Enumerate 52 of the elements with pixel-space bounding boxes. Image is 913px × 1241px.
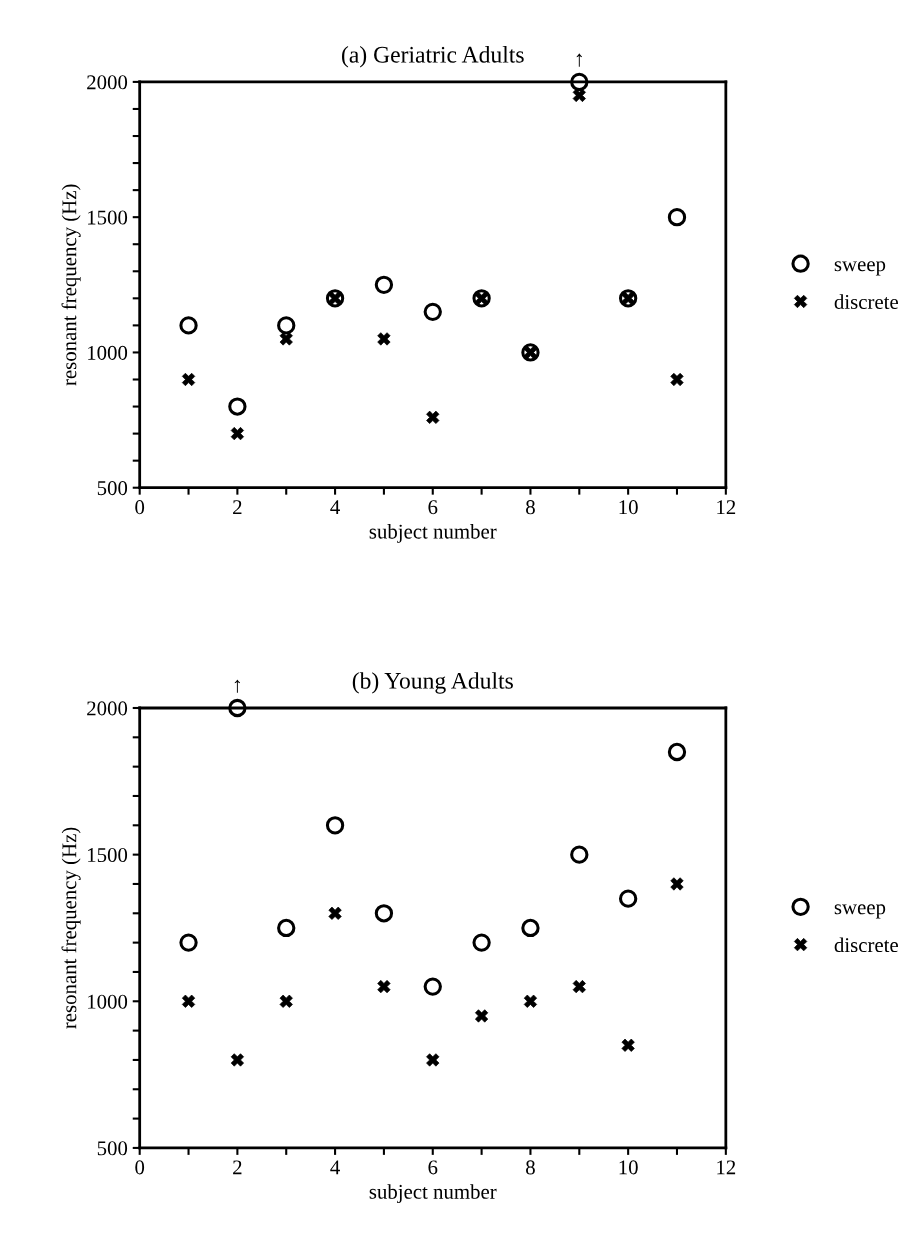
point [179,933,198,952]
y-tick-label: 2000 [87,75,128,90]
point [618,889,638,908]
x-tick-label: 4 [330,1160,340,1175]
x-tick-label: 10 [619,1160,638,1175]
x-axis-title: subject number [369,523,497,543]
x-tick-label: 6 [428,1160,438,1175]
point [374,275,394,294]
point [570,72,589,92]
point [570,845,589,864]
y-tick-label: 1500 [88,848,128,863]
x-tick-label: 12 [717,1160,736,1175]
y-tick-label: 2000 [87,701,128,716]
x-tick-label: 8 [526,500,535,515]
point [228,698,247,718]
legend-label: sweep [834,261,886,276]
point [374,904,394,923]
y-axis-title: resonant frequency (Hz) [61,827,81,1029]
legend-label: discrete [834,294,898,309]
point [277,316,296,335]
point [667,742,687,762]
point [228,397,247,416]
x-tick-label: 6 [428,500,438,515]
point [277,918,296,938]
x-tick-label: 12 [717,500,736,514]
point [179,316,198,335]
point [472,933,491,952]
point [667,208,687,227]
y-tick-label: 1000 [88,345,128,360]
x-tick-label: 10 [619,500,638,515]
point [325,816,345,835]
legend-label: sweep [834,904,886,919]
point [423,302,442,322]
y-tick-label: 1000 [88,994,128,1009]
annotation: ↑ [576,53,582,67]
y-tick-label: 500 [97,1141,128,1156]
point [521,918,540,938]
x-tick-label: 2 [233,500,242,514]
x-axis-title: subject number [369,1184,497,1204]
legend-label: discrete [834,937,898,953]
point [423,977,442,996]
x-tick-label: 8 [526,1160,535,1175]
x-tick-label: 4 [330,500,340,514]
chart-title: (a) Geriatric Adults [342,46,524,68]
x-tick-label: 2 [233,1160,242,1175]
annotation: ↑ [234,679,240,693]
y-axis-title: resonant frequency (Hz) [61,184,81,386]
x-tick-label: 0 [135,1160,145,1175]
x-tick-label: 0 [135,500,145,515]
chart-title: (b) Young Adults [352,672,513,694]
y-tick-label: 1500 [88,210,128,225]
y-tick-label: 500 [97,481,128,496]
